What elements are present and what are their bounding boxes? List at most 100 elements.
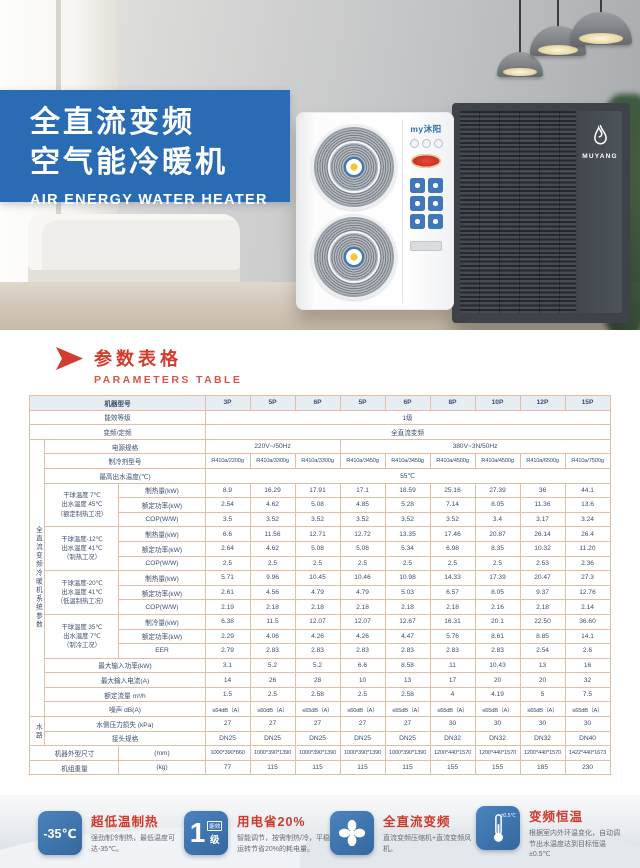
table-cell: 26.4 bbox=[564, 526, 611, 542]
table-cell: 2.18 bbox=[339, 599, 386, 615]
table-cell: 2.5 bbox=[249, 686, 296, 703]
table-cell: 3.52 bbox=[339, 511, 386, 528]
table-cell: 27 bbox=[204, 716, 251, 732]
table-cell: 1200*440*1570 bbox=[474, 745, 521, 761]
feature-item: ±0.5℃ 变频恒温 根据室内外环温变化，自动调节出水温度达到目标恒温±0.5℃ bbox=[476, 805, 622, 862]
dark-heat-pump-unit: MUYANG bbox=[452, 103, 630, 323]
table-cell: 17.39 bbox=[474, 570, 521, 586]
table-cell: 5 bbox=[519, 686, 566, 703]
table-cell: 2.18 bbox=[294, 599, 341, 615]
badge-text: 1 bbox=[189, 817, 206, 849]
table-cell: 7.14 bbox=[429, 497, 476, 513]
table-cell: 2.5 bbox=[474, 555, 521, 572]
table-cell: 11.5 bbox=[249, 613, 296, 630]
table-vertical-label: 水路 bbox=[29, 716, 46, 747]
table-cell: 电源规格 bbox=[44, 438, 206, 455]
table-cell: 额定功率(kW) bbox=[118, 584, 206, 601]
badge-text: 级 bbox=[210, 834, 220, 846]
table-cell: 5.28 bbox=[384, 497, 431, 513]
table-cell: 115 bbox=[294, 759, 341, 776]
table-cell: 12P bbox=[519, 395, 566, 411]
table-cell: 17.46 bbox=[429, 526, 476, 542]
table-cell: 8.85 bbox=[519, 628, 566, 645]
table-cell: 1000*390*1390 bbox=[384, 745, 431, 761]
table-cell: 4.26 bbox=[294, 628, 341, 645]
table-cell: 27 bbox=[249, 716, 296, 732]
table-cell: 30 bbox=[564, 716, 611, 732]
table-cell: 2.5 bbox=[339, 686, 386, 703]
table-cell: 115 bbox=[339, 759, 386, 776]
table-cell: 7.5 bbox=[564, 686, 611, 703]
table-cell: 5.34 bbox=[384, 540, 431, 557]
table-cell: R410a/4500g bbox=[429, 453, 476, 469]
table-cell: 3.4 bbox=[474, 511, 521, 528]
table-cell: 3.52 bbox=[294, 511, 341, 528]
table-cell: 1200*440*1570 bbox=[429, 745, 476, 761]
table-cell: 220V~/50Hz bbox=[204, 438, 341, 455]
table-cell: 2.58 bbox=[384, 686, 431, 703]
table-cell: 1000*390*1390 bbox=[339, 745, 386, 761]
table-cell: 10.46 bbox=[339, 570, 386, 586]
feature-description: 直流变频压缩机+直流变频风机。 bbox=[383, 835, 472, 853]
table-cell: 2.6 bbox=[564, 643, 611, 659]
table-cell: 27.3 bbox=[564, 570, 611, 586]
table-cell: 能效等级 bbox=[29, 409, 206, 426]
table-cell: DN25 bbox=[294, 730, 341, 747]
table-cell: 2.58 bbox=[294, 686, 341, 703]
feature-badge bbox=[330, 811, 374, 856]
badge-note: ±0.5℃ bbox=[500, 812, 516, 819]
table-cell: 12.07 bbox=[294, 613, 341, 630]
table-cell: 10 bbox=[339, 672, 386, 688]
flag-icon bbox=[56, 347, 83, 370]
feature-description: 智能调节，按需制热/冷，平稳运转节省20%的耗电量。 bbox=[237, 835, 330, 853]
feature-title: 全直流变频 bbox=[383, 815, 451, 830]
table-condition-label: 干球温度-12℃ 出水温度 41℃ （制热工况） bbox=[44, 526, 120, 572]
feature-badge: ±0.5℃ bbox=[476, 805, 520, 850]
dark-unit-logo-text: MUYANG bbox=[582, 153, 618, 160]
table-cell: DN32 bbox=[474, 730, 521, 747]
table-cell: 2.19 bbox=[204, 599, 251, 615]
table-cell: 2.5 bbox=[294, 555, 341, 572]
table-cell: ≤65dB（A） bbox=[384, 701, 431, 718]
table-cell: 8.58 bbox=[384, 657, 431, 674]
table-cell: 27 bbox=[294, 716, 341, 732]
table-cell: R410a/3300g bbox=[294, 453, 341, 469]
table-cell: 5.76 bbox=[429, 628, 476, 645]
table-condition-label: 干球温度 35℃ 出水温度 7℃ （制冷工况） bbox=[44, 613, 120, 659]
table-cell: EER bbox=[118, 643, 206, 659]
table-cell: 36.60 bbox=[564, 613, 611, 630]
table-vertical-label: 全直流变频冷暖机系统参数 bbox=[29, 438, 46, 718]
features-strip: -35℃ 超低温制热 强劲制冷制热，最低温度可达-35℃。 1 能效级 用电省20… bbox=[0, 795, 640, 868]
table-cell: 10.45 bbox=[294, 570, 341, 586]
table-cell: R410a/2200g bbox=[204, 453, 251, 469]
table-cell: 6.6 bbox=[339, 657, 386, 674]
table-cell: 26.14 bbox=[519, 526, 566, 542]
table-cell: R410a/6500g bbox=[519, 453, 566, 469]
table-cell: 5.71 bbox=[204, 570, 251, 586]
white-unit-control-strip: my沐阳 bbox=[402, 119, 449, 303]
table-cell: 20 bbox=[474, 672, 521, 688]
parameters-table: 机器型号 3P 5P 6P 5P 6P 8P 10P 12P 15P 能效等级 1级 变频/定频 全直流变… bbox=[29, 395, 611, 776]
table-cell: COP(W/W) bbox=[118, 511, 206, 528]
table-cell: 2.83 bbox=[429, 643, 476, 659]
table-cell: 27.39 bbox=[474, 482, 521, 499]
feature-description: 强劲制冷制热，最低温度可达-35℃。 bbox=[91, 835, 175, 853]
table-cell: R410a/3450g bbox=[384, 453, 431, 469]
dark-unit-side-panel: MUYANG bbox=[578, 111, 622, 313]
table-cell: R410a/3300g bbox=[249, 453, 296, 469]
table-cell: 最大输入功率(kW) bbox=[44, 657, 206, 674]
table-cell: DN25 bbox=[204, 730, 251, 747]
feature-badge: -35℃ bbox=[38, 811, 82, 856]
table-cell: ≤65dB（A） bbox=[474, 701, 521, 718]
table-cell: 13.35 bbox=[384, 526, 431, 542]
table-cell: 3.1 bbox=[204, 657, 251, 674]
feature-item: -35℃ 超低温制热 强劲制冷制热，最低温度可达-35℃。 bbox=[38, 811, 184, 856]
table-cell: 4.56 bbox=[249, 584, 296, 601]
table-cell: 1422*440*1673 bbox=[564, 745, 611, 761]
table-cell: 12.71 bbox=[294, 526, 341, 542]
table-cell: 2.53 bbox=[519, 555, 566, 572]
table-cell: 额定流量 m³/h bbox=[44, 686, 206, 703]
table-cell: ≤60dB（A） bbox=[339, 701, 386, 718]
table-cell: 185 bbox=[519, 759, 566, 776]
table-cell: 5.08 bbox=[294, 540, 341, 557]
